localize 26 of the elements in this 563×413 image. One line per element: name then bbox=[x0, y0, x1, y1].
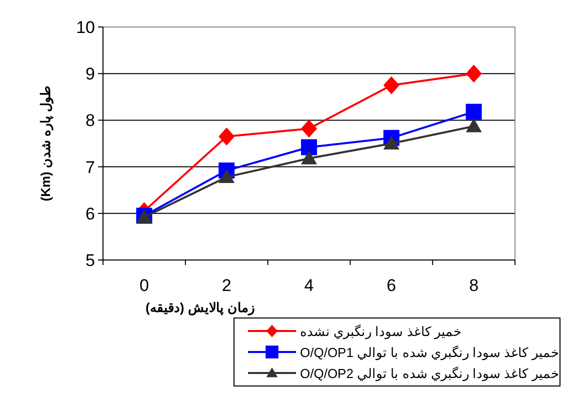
point bbox=[301, 120, 317, 138]
y-tick-label: 5 bbox=[86, 251, 95, 270]
y-tick-label: 8 bbox=[86, 111, 95, 130]
point bbox=[466, 118, 482, 132]
y-tick-label: 7 bbox=[86, 158, 95, 177]
y-axis-title: طول پاره شدن (Km) bbox=[38, 86, 54, 202]
x-tick-label: 0 bbox=[139, 276, 149, 295]
legend-label: خمير كاغذ سودا رنگبري شده با توالي O/Q/OP1 bbox=[300, 345, 559, 361]
point bbox=[383, 76, 400, 94]
point bbox=[383, 136, 400, 150]
point bbox=[466, 104, 482, 120]
x-tick-label: 8 bbox=[469, 276, 479, 295]
point bbox=[301, 139, 317, 156]
point bbox=[301, 150, 317, 164]
legend-label: خمير كاغذ سودا رنگبري نشده bbox=[300, 324, 462, 340]
x-tick-label: 6 bbox=[386, 276, 396, 295]
y-tick-label: 9 bbox=[86, 64, 95, 84]
point bbox=[218, 128, 235, 146]
point bbox=[466, 64, 482, 83]
x-tick-label: 4 bbox=[304, 276, 314, 295]
x-axis-title: زمان پالايش (دقيقه) bbox=[146, 300, 254, 316]
point bbox=[218, 169, 235, 184]
y-tick-label: 10 bbox=[76, 18, 95, 37]
x-tick-label: 2 bbox=[222, 276, 232, 295]
y-tick-label: 6 bbox=[86, 204, 95, 224]
legend-label: خمير كاغذ سودا رنگبري شده با توالي O/Q/OP2 bbox=[300, 366, 559, 382]
